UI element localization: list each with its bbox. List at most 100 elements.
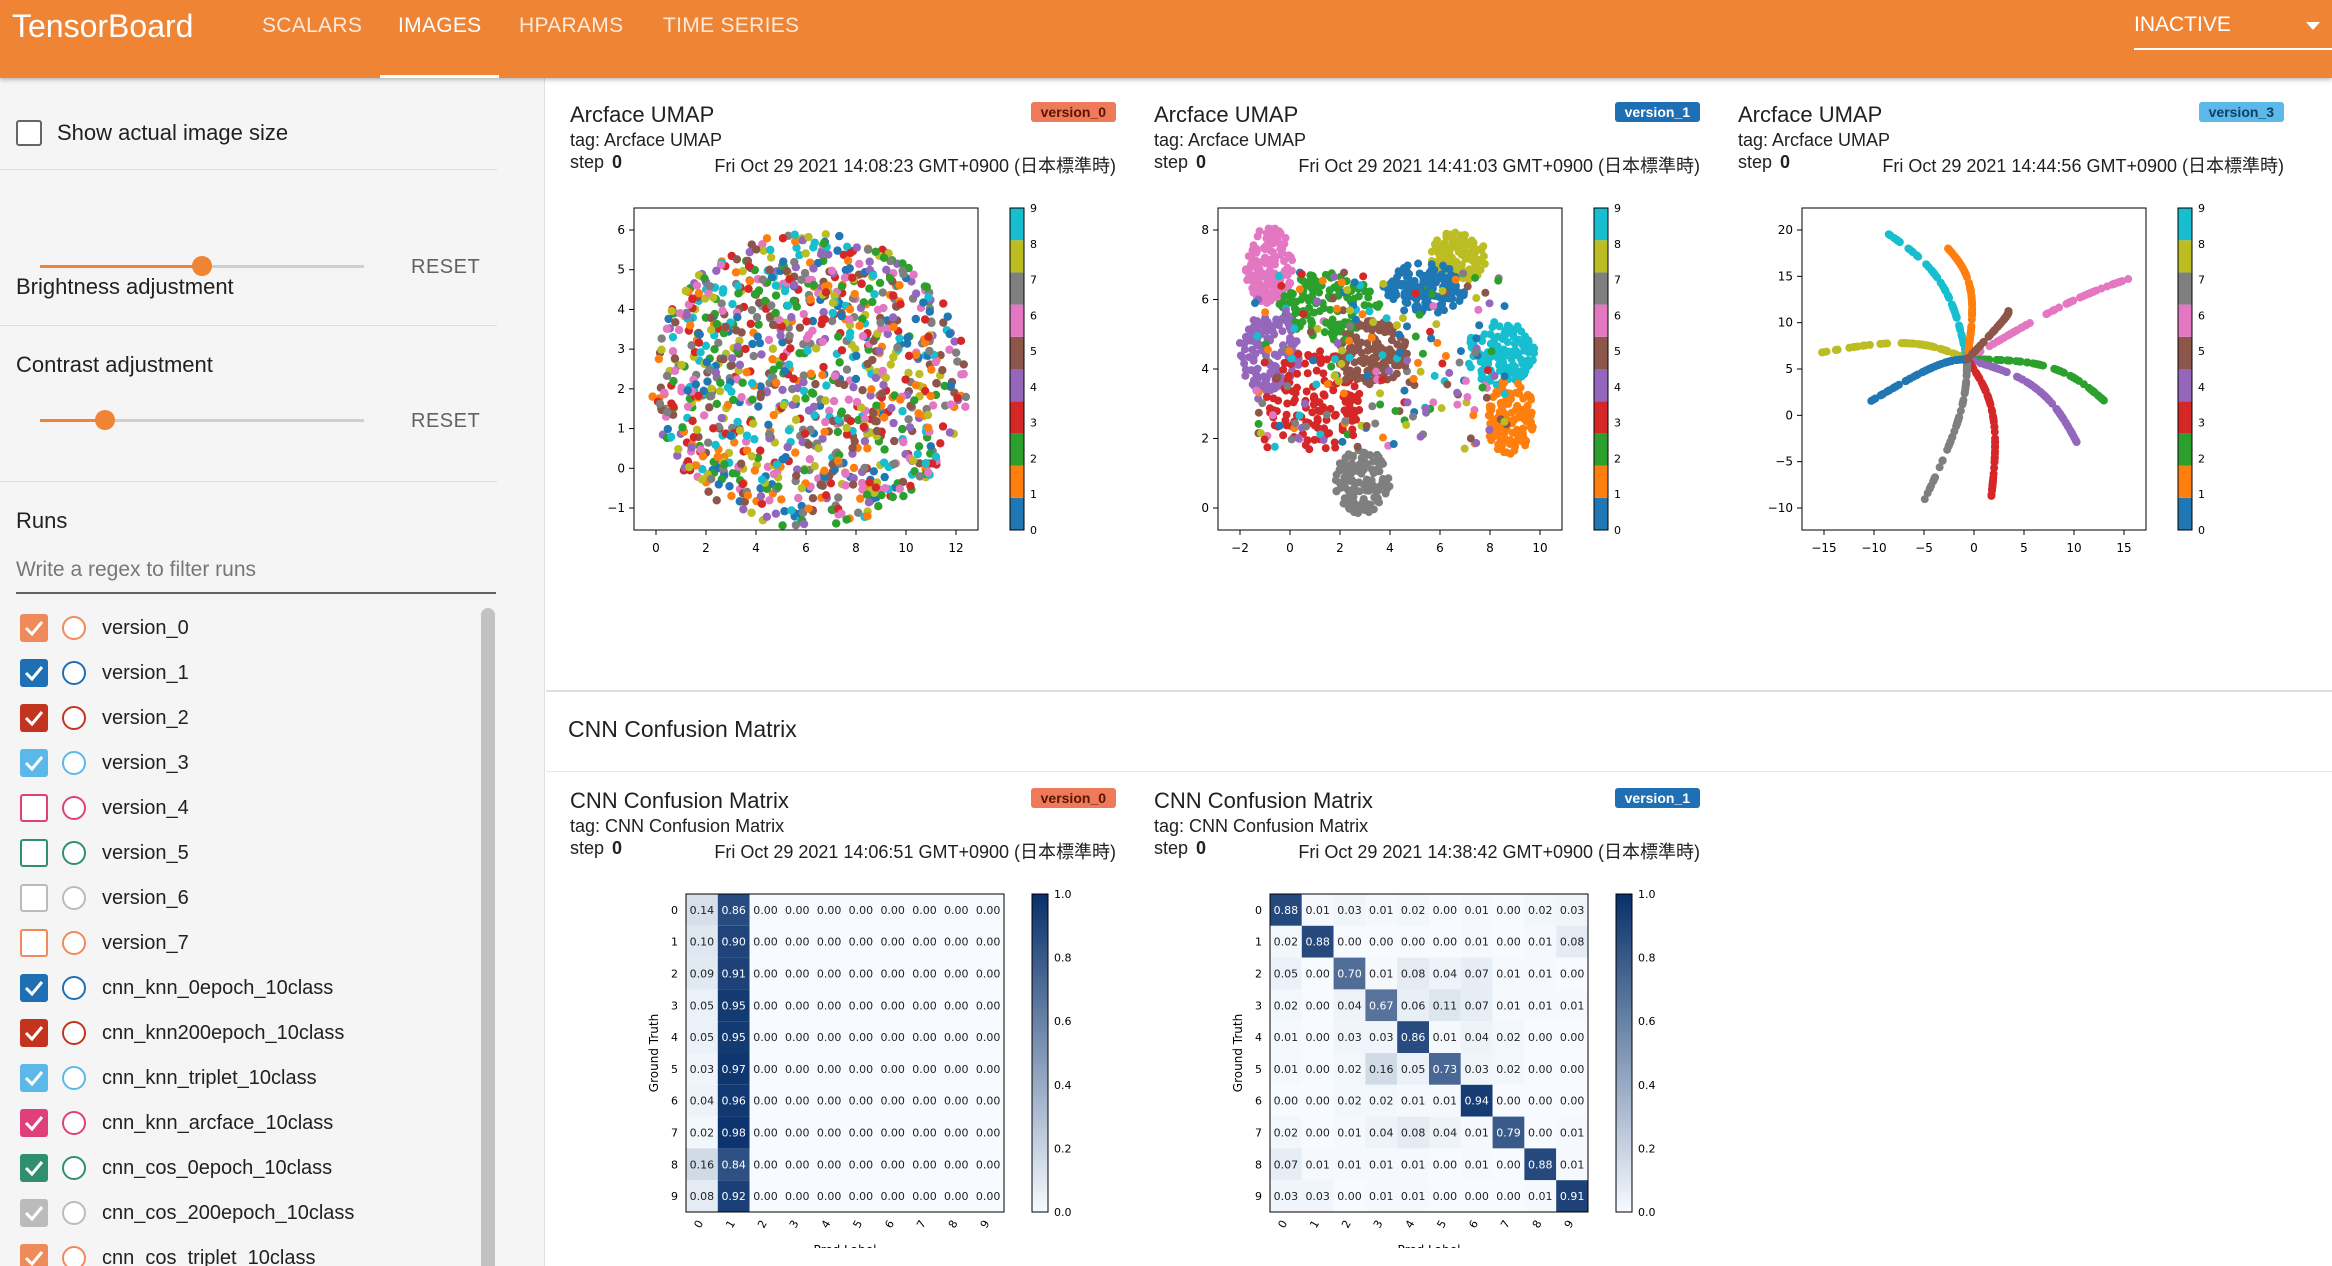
x-tick-label: 4 (752, 541, 760, 552)
matrix-cell-value: 0.03 (1337, 1031, 1362, 1044)
run-checkbox[interactable] (20, 884, 48, 912)
contrast-slider-thumb[interactable] (94, 410, 115, 430)
scatter-point (687, 341, 696, 350)
brightness-slider-fill (40, 265, 202, 268)
scatter-point (844, 395, 854, 404)
show-actual-size-checkbox[interactable] (16, 120, 42, 146)
run-checkbox[interactable] (20, 839, 48, 867)
scatter-point (1330, 355, 1339, 364)
scatter-point (714, 338, 723, 348)
run-color-radio[interactable] (62, 751, 86, 775)
group-header[interactable]: CNN Confusion Matrix (546, 692, 2332, 772)
run-item[interactable]: version_7 (20, 923, 480, 963)
contrast-slider-track[interactable] (40, 419, 364, 422)
scatter-point (800, 466, 809, 475)
run-checkbox[interactable] (20, 929, 48, 957)
scatter-point (787, 506, 796, 515)
run-item[interactable]: cnn_knn200epoch_10class (20, 1013, 480, 1053)
scatter-point (875, 278, 885, 288)
col-tick-label: 8 (1530, 1218, 1545, 1231)
scatter-point (1410, 381, 1419, 390)
tab-images[interactable]: IMAGES (380, 0, 500, 78)
matrix-cell (876, 1084, 909, 1117)
run-color-radio[interactable] (62, 841, 86, 865)
scatter-point (1476, 265, 1485, 274)
run-color-radio[interactable] (62, 616, 86, 640)
run-checkbox[interactable] (20, 1244, 48, 1266)
run-color-radio[interactable] (62, 1156, 86, 1180)
checkmark-icon (24, 1206, 44, 1222)
run-checkbox[interactable] (20, 659, 48, 687)
tab-time-series[interactable]: TIME SERIES (663, 14, 800, 37)
matrix-cell-value: 0.00 (849, 968, 874, 981)
scatter-point (1310, 392, 1319, 401)
run-item[interactable]: cnn_cos_0epoch_10class (20, 1148, 480, 1188)
run-color-radio[interactable] (62, 886, 86, 910)
scatter-point (1963, 355, 1972, 364)
scatter-point (669, 376, 678, 386)
run-checkbox[interactable] (20, 1019, 48, 1047)
run-color-radio[interactable] (62, 1111, 86, 1135)
x-axis-label: Pred Label (814, 1243, 877, 1248)
matrix-cell (1365, 1148, 1398, 1181)
scatter-point (868, 271, 878, 280)
scatter-point (1323, 429, 1332, 438)
run-item[interactable]: cnn_knn_triplet_10class (20, 1058, 480, 1098)
run-filter-input[interactable] (16, 548, 496, 594)
run-checkbox[interactable] (20, 749, 48, 777)
scatter-point (841, 481, 850, 490)
brightness-reset-button[interactable]: RESET (411, 256, 481, 278)
scatter-point (1330, 371, 1339, 380)
run-checkbox[interactable] (20, 704, 48, 732)
brightness-slider-thumb[interactable] (192, 256, 212, 276)
tab-scalars[interactable]: SCALARS (262, 14, 363, 37)
run-checkbox[interactable] (20, 794, 48, 822)
scatter-point (1528, 423, 1537, 432)
run-item[interactable]: cnn_knn_arcface_10class (20, 1103, 480, 1143)
run-checkbox[interactable] (20, 1154, 48, 1182)
row-tick-label: 3 (1255, 999, 1262, 1012)
contrast-reset-button[interactable]: RESET (411, 410, 481, 432)
run-item[interactable]: cnn_cos_triplet_10class (20, 1238, 480, 1266)
run-item[interactable]: version_2 (20, 698, 480, 738)
run-color-radio[interactable] (62, 661, 86, 685)
run-item[interactable]: cnn_knn_0epoch_10class (20, 968, 480, 1008)
matrix-cell-value: 0.00 (1496, 1095, 1521, 1108)
runs-scrollbar[interactable] (481, 608, 495, 1266)
scatter-point (839, 250, 849, 260)
run-item[interactable]: version_3 (20, 743, 480, 783)
reload-status-select[interactable]: INACTIVE (2134, 10, 2332, 50)
run-item[interactable]: version_5 (20, 833, 480, 873)
scatter-point (2055, 409, 2064, 418)
run-color-radio[interactable] (62, 1021, 86, 1045)
run-color-radio[interactable] (62, 1246, 86, 1266)
scatter-point (1270, 442, 1279, 451)
run-color-radio[interactable] (62, 931, 86, 955)
run-checkbox[interactable] (20, 1109, 48, 1137)
matrix-cell (1429, 894, 1461, 926)
y-tick-label: 3 (617, 342, 625, 356)
run-item[interactable]: version_1 (20, 653, 480, 693)
matrix-cell (845, 1180, 877, 1212)
scatter-point (1263, 443, 1272, 452)
run-item[interactable]: version_4 (20, 788, 480, 828)
run-checkbox[interactable] (20, 1064, 48, 1092)
run-checkbox[interactable] (20, 614, 48, 642)
scatter-point (904, 415, 913, 424)
colorbar-tick-label: 4 (1030, 381, 1037, 394)
scatter-point (889, 418, 898, 428)
run-item[interactable]: version_0 (20, 608, 480, 648)
run-item[interactable]: version_6 (20, 878, 480, 918)
tab-hparams[interactable]: HPARAMS (519, 14, 624, 37)
scatter-point (1273, 352, 1282, 361)
run-item[interactable]: cnn_cos_200epoch_10class (20, 1193, 480, 1233)
run-checkbox[interactable] (20, 974, 48, 1002)
scatter-point (1341, 408, 1350, 417)
run-color-radio[interactable] (62, 1201, 86, 1225)
run-color-radio[interactable] (62, 976, 86, 1000)
run-checkbox[interactable] (20, 1199, 48, 1227)
run-color-radio[interactable] (62, 706, 86, 730)
run-color-radio[interactable] (62, 1066, 86, 1090)
run-color-radio[interactable] (62, 796, 86, 820)
scatter-point (1374, 498, 1383, 507)
